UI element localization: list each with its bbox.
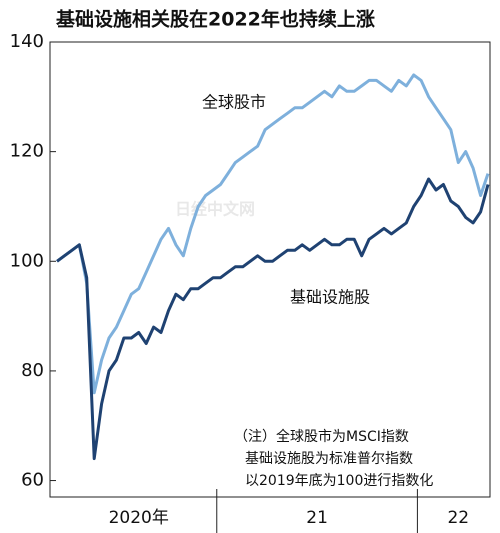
y-tick-label: 60 <box>21 470 44 491</box>
x-tick-label: 21 <box>306 508 328 528</box>
series-label: 全球股市 <box>202 93 266 112</box>
chart-title: 基础设施相关股在2022年也持续上涨 <box>55 8 375 31</box>
series-label: 基础设施股 <box>290 288 370 307</box>
x-tick-label: 2020年 <box>109 508 169 528</box>
y-tick-label: 120 <box>10 141 44 162</box>
watermark: 日经中文网 <box>175 200 255 219</box>
x-tick-label: 22 <box>447 508 469 528</box>
series-line <box>56 177 490 461</box>
plot-frame <box>49 41 491 498</box>
series-line <box>56 73 490 395</box>
note-line: 基础设施股为标准普尔指数 <box>245 450 413 467</box>
y-tick-label: 100 <box>10 250 44 271</box>
note-line: （注）全球股市为MSCI指数 <box>234 428 409 445</box>
note-line: 以2019年底为100进行指数化 <box>245 473 433 489</box>
y-tick-label: 140 <box>10 31 44 52</box>
y-tick-label: 80 <box>21 360 44 381</box>
